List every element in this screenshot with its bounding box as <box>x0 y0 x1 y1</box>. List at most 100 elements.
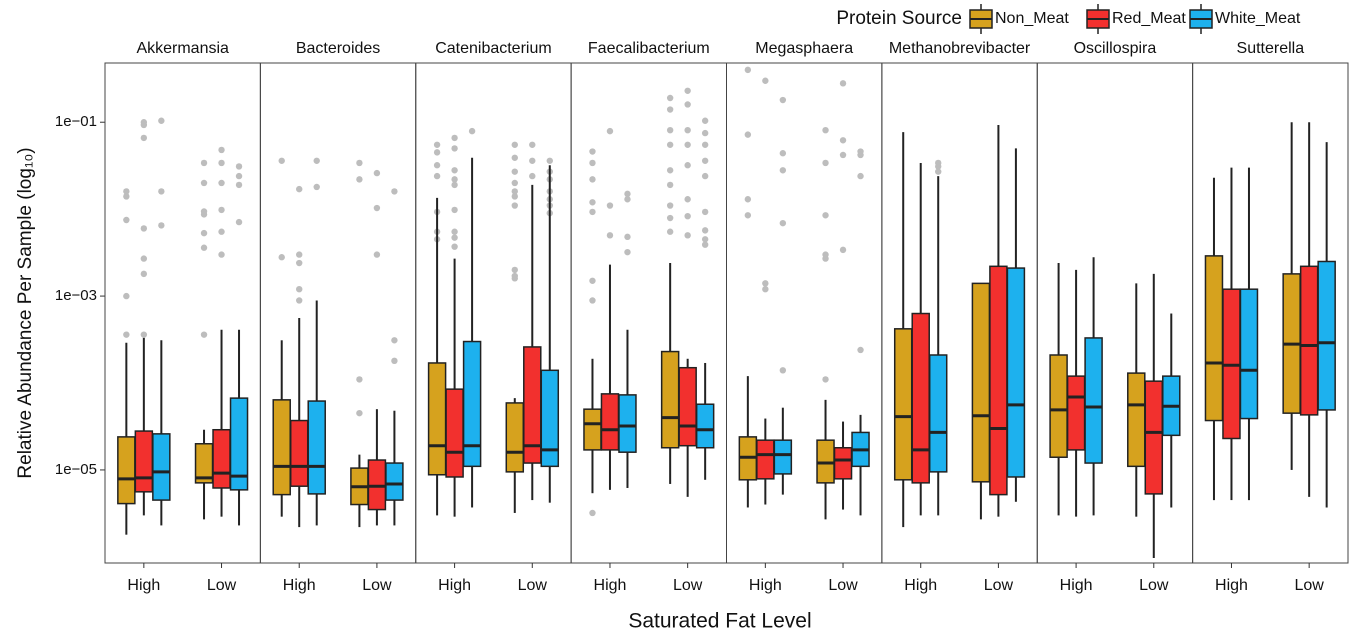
outlier <box>589 277 596 284</box>
outlier <box>296 185 303 193</box>
outlier <box>857 172 864 180</box>
outlier <box>451 145 458 152</box>
facet-label: Megasphaera <box>755 40 853 57</box>
outlier <box>200 208 208 215</box>
x-tick-label: Low <box>1294 577 1324 594</box>
outlier <box>218 146 225 154</box>
outlier <box>744 196 752 203</box>
outlier <box>684 232 691 239</box>
box <box>816 439 835 484</box>
outlier <box>451 167 458 174</box>
x-tick-label: Low <box>828 577 858 594</box>
box <box>1127 372 1146 468</box>
outlier <box>158 222 165 229</box>
legend-label: Non_Meat <box>995 10 1069 27</box>
outlier <box>451 176 458 183</box>
outlier <box>666 167 674 174</box>
box <box>1299 265 1319 416</box>
box <box>307 400 326 495</box>
box <box>600 393 620 451</box>
outlier <box>218 251 225 258</box>
outlier <box>684 162 691 169</box>
outlier <box>123 188 130 195</box>
box <box>833 446 853 480</box>
x-tick-label: High <box>127 577 160 594</box>
outlier <box>451 206 458 214</box>
outlier <box>822 126 829 134</box>
box <box>971 282 991 483</box>
outlier <box>356 409 363 417</box>
outlier <box>356 176 363 183</box>
box <box>272 399 291 496</box>
outlier <box>511 193 518 200</box>
outlier <box>218 159 225 167</box>
box <box>928 354 948 473</box>
outlier <box>779 367 787 374</box>
outlier <box>433 141 441 148</box>
outlier <box>511 188 518 195</box>
outlier <box>200 159 208 167</box>
outlier <box>779 167 787 174</box>
outlier <box>123 216 130 224</box>
outlier <box>666 228 674 235</box>
outlier <box>433 172 441 180</box>
outlier <box>624 233 631 241</box>
outlier <box>123 292 130 300</box>
outlier <box>589 159 596 167</box>
facet-label: Bacteroides <box>296 40 381 57</box>
box <box>1317 260 1336 411</box>
x-tick-label: Low <box>362 577 392 594</box>
outlier <box>684 212 691 220</box>
outlier <box>529 141 536 148</box>
box <box>989 265 1008 496</box>
x-tick-label: High <box>749 577 782 594</box>
box <box>893 328 913 481</box>
outlier <box>433 162 441 169</box>
box <box>911 312 930 484</box>
outlier <box>762 280 769 287</box>
facet-label: Catenibacterium <box>435 40 552 57</box>
outlier <box>200 229 208 237</box>
outlier <box>779 96 787 104</box>
outlier <box>356 159 363 167</box>
outlier <box>296 259 303 267</box>
x-tick-label: Low <box>518 577 548 594</box>
outlier <box>666 141 674 148</box>
outlier <box>140 121 148 129</box>
outlier <box>589 199 596 206</box>
outlier <box>235 163 243 170</box>
outlier <box>511 266 518 274</box>
outlier <box>839 246 847 254</box>
x-tick-label: High <box>904 577 937 594</box>
outlier <box>822 212 829 219</box>
x-tick-label: Low <box>1139 577 1169 594</box>
outlier <box>123 331 130 338</box>
x-tick-label: Low <box>984 577 1014 594</box>
outlier <box>589 297 596 304</box>
outlier <box>822 159 829 167</box>
box <box>1239 288 1259 420</box>
outlier <box>822 251 829 258</box>
outlier <box>296 251 303 258</box>
x-tick-label: High <box>1060 577 1093 594</box>
outlier <box>744 212 752 219</box>
outlier <box>511 168 518 175</box>
outlier <box>511 179 518 187</box>
box <box>1049 354 1068 458</box>
box <box>229 397 249 491</box>
legend-label: Red_Meat <box>1112 10 1186 27</box>
outlier <box>839 80 847 87</box>
box <box>1144 380 1164 495</box>
outlier <box>666 126 674 134</box>
outlier <box>589 509 596 517</box>
box <box>385 462 404 501</box>
panel <box>1036 62 1194 564</box>
outlier <box>701 241 709 248</box>
box <box>678 366 697 447</box>
outlier <box>373 204 381 212</box>
outlier <box>684 126 691 134</box>
outlier <box>218 179 225 187</box>
y-tick-label: 1e−01 <box>55 113 97 130</box>
facet-label: Akkermansia <box>136 40 229 57</box>
